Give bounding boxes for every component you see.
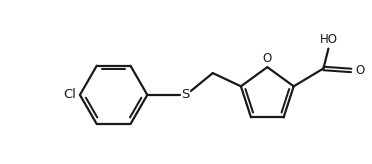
Text: S: S [181,88,189,101]
Text: HO: HO [320,33,337,46]
Text: Cl: Cl [63,88,76,101]
Text: O: O [263,52,272,65]
Text: O: O [355,64,365,77]
